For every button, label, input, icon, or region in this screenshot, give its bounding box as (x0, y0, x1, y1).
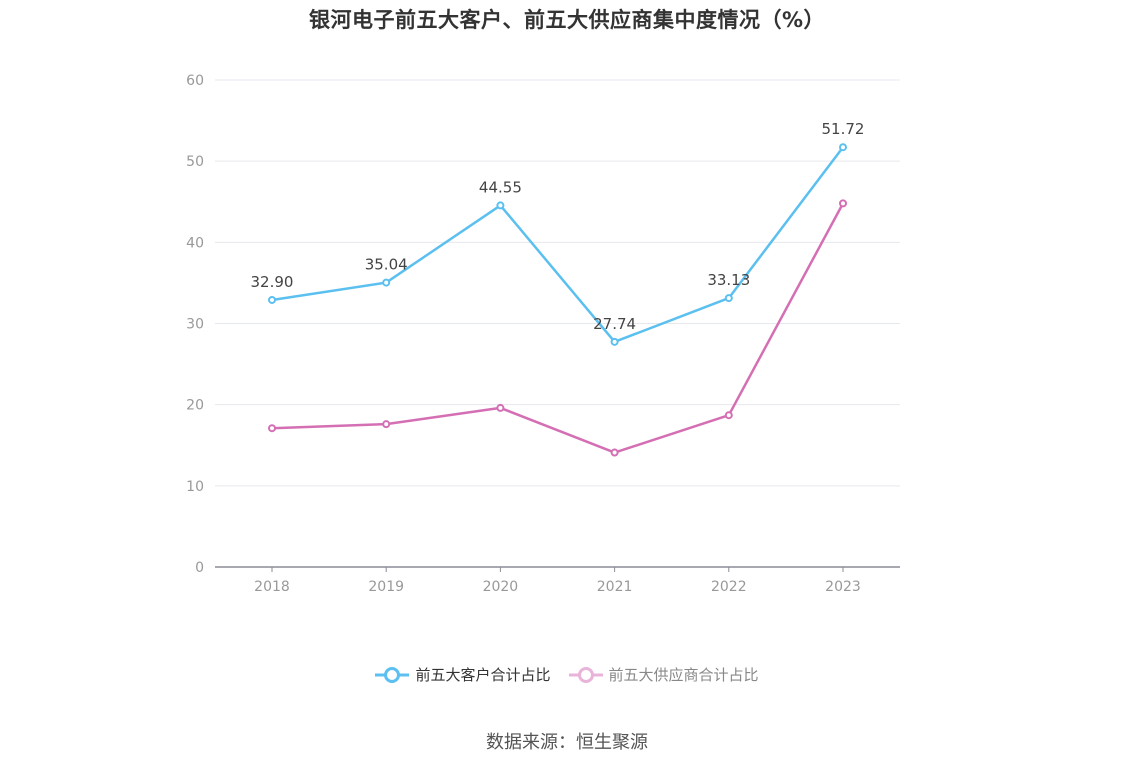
data-point (839, 199, 847, 208)
data-point (724, 294, 733, 303)
data-source: 数据来源：恒生聚源 (486, 732, 648, 753)
legend-swatch-customers (375, 666, 410, 683)
y-tick-label: 0 (195, 560, 204, 576)
series-line-1 (271, 202, 845, 454)
data-point (382, 278, 391, 287)
series-line-0 (271, 146, 844, 344)
data-point (382, 420, 391, 429)
y-tick-label: 10 (186, 479, 204, 495)
data-point (724, 411, 733, 420)
data-point (610, 448, 619, 457)
y-tick-label: 30 (186, 317, 204, 333)
legend-item-customers[interactable]: 前五大客户合计占比 (375, 664, 551, 685)
data-label: 27.74 (593, 315, 636, 333)
y-tick-label: 20 (186, 398, 204, 414)
legend-label-suppliers: 前五大供应商合计占比 (608, 666, 759, 684)
data-label: 44.55 (479, 178, 522, 196)
y-tick-label: 40 (186, 235, 204, 251)
chart-title: 银河电子前五大客户、前五大供应商集中度情况（%） (308, 8, 826, 32)
x-tick-label: 2022 (711, 579, 747, 595)
data-point (610, 337, 619, 346)
axis-layer: 0 10 20 30 40 50 60 2018 2019 2020 2021 2022 2023 (186, 73, 900, 595)
data-point (268, 424, 276, 433)
legend-item-suppliers[interactable]: 前五大供应商合计占比 (568, 664, 759, 685)
data-label: 32.90 (251, 273, 294, 291)
data-point (839, 143, 847, 152)
y-tick-label: 60 (186, 73, 204, 89)
legend: 前五大客户合计占比 前五大供应商合计占比 (0, 664, 1134, 685)
line-chart: 0 10 20 30 40 50 60 2018 2019 2020 2021 2022 2023 32… (186, 73, 900, 595)
data-point (496, 201, 505, 210)
series-layer (268, 143, 847, 457)
data-label: 33.13 (707, 271, 750, 289)
legend-label-customers: 前五大客户合计占比 (415, 666, 551, 684)
data-point (268, 295, 276, 304)
x-tick-label: 2021 (597, 579, 633, 595)
x-tick-label: 2018 (254, 579, 290, 595)
x-tick-label: 2019 (368, 579, 404, 595)
x-tick-label: 2023 (825, 579, 861, 595)
data-label: 35.04 (365, 256, 408, 274)
data-label: 51.72 (822, 120, 865, 138)
legend-swatch-suppliers (568, 666, 603, 683)
x-tick-label: 2020 (483, 579, 519, 595)
data-point (496, 403, 505, 412)
grid-layer (215, 79, 900, 487)
y-tick-label: 50 (186, 154, 204, 170)
label-layer: 32.90 35.04 44.55 27.74 33.13 51.72 (251, 120, 865, 333)
